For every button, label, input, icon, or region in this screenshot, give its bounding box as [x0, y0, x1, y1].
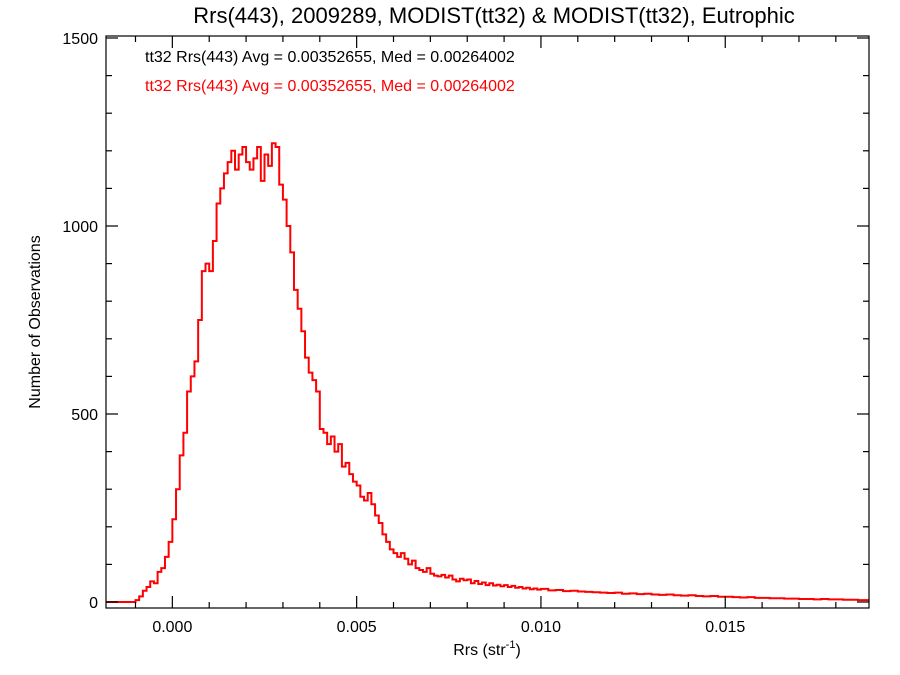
x-axis-label: Rrs (str-1)	[453, 639, 521, 659]
y-tick-label: 1000	[62, 219, 98, 236]
y-axis-label: Number of Observations	[27, 235, 44, 408]
x-axis-label-superscript: -1	[506, 639, 516, 651]
y-tick-label: 500	[71, 407, 98, 424]
legend-entry-black: tt32 Rrs(443) Avg = 0.00352655, Med = 0.…	[145, 49, 515, 66]
x-tick-label: 0.015	[705, 619, 745, 636]
x-axis-label-main: Rrs (str	[453, 642, 506, 659]
x-tick-label: 0.010	[521, 619, 561, 636]
plot-area: 0.000 0.005 0.010 0.015 0 500 1000 1500	[62, 31, 870, 636]
tick-layer: 0.000 0.005 0.010 0.015 0 500 1000 1500	[62, 31, 869, 636]
plot-frame	[105, 35, 870, 609]
y-tick-label: 0	[89, 595, 98, 612]
series-layer	[106, 142, 869, 603]
chart-title: Rrs(443), 2009289, MODIST(tt32) & MODIST…	[193, 3, 795, 28]
legend-entry-red: tt32 Rrs(443) Avg = 0.00352655, Med = 0.…	[145, 78, 515, 95]
histogram-series-line	[106, 142, 869, 603]
x-tick-label: 0.005	[337, 619, 377, 636]
y-tick-label: 1500	[62, 31, 98, 48]
x-axis-label-close: )	[515, 642, 520, 659]
x-tick-label: 0.000	[152, 619, 192, 636]
